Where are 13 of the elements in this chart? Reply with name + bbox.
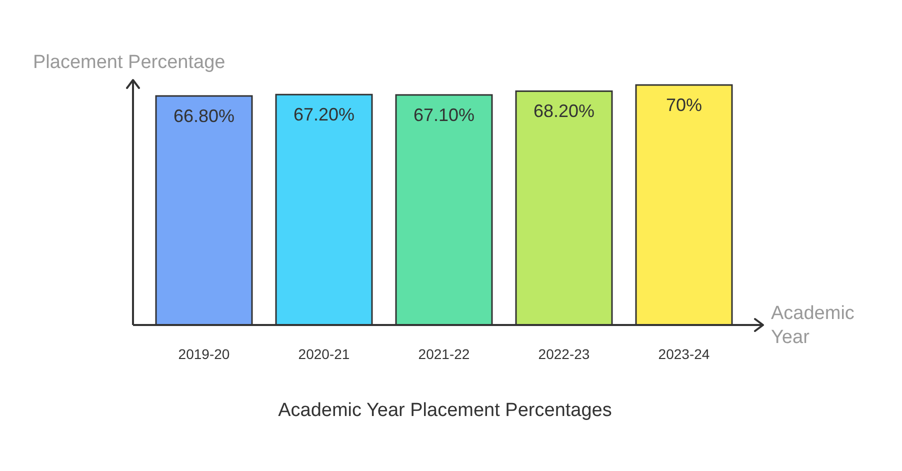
y-axis-title: Placement Percentage	[33, 52, 226, 73]
x-axis-title: Academic Year	[771, 303, 854, 348]
data-label: 66.80%	[173, 106, 235, 126]
x-tick-label: 2020-21	[298, 346, 350, 362]
text: Academic Year Placement Percentages	[278, 400, 612, 421]
x-tick-label: 2019-20	[178, 346, 230, 362]
data-label: 70%	[666, 95, 702, 115]
data-label: 67.10%	[413, 104, 475, 125]
x-tick-label: 2023-24	[658, 346, 710, 362]
x-tick-label: 2021-22	[418, 346, 470, 362]
data-label: 67.20%	[293, 104, 355, 125]
data-label: 68.20%	[533, 101, 595, 122]
x-tick-label: 2022-23	[538, 346, 590, 362]
